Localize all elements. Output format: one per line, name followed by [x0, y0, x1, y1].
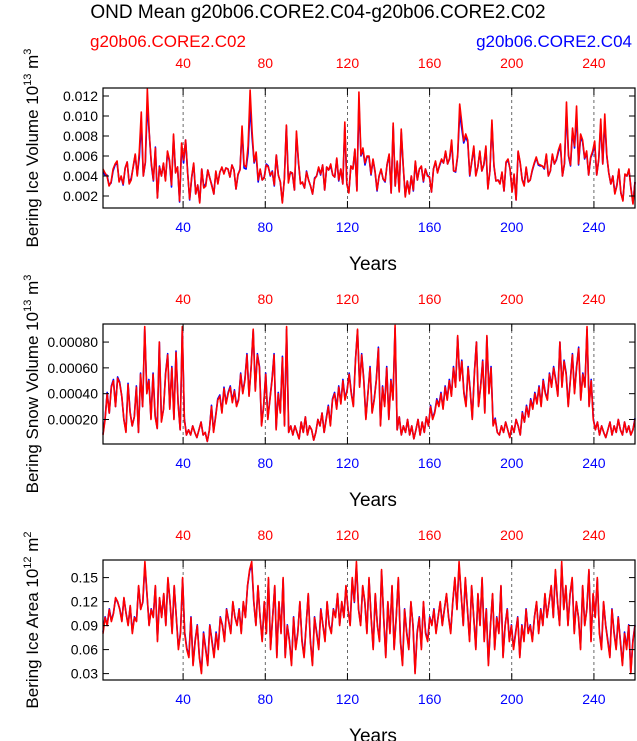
x-tick-label-bottom: 80 [257, 455, 273, 471]
series-line-g20b06-core2-c02 [102, 88, 636, 205]
x-tick-label-top: 200 [500, 291, 524, 307]
x-axis-label: Years [349, 490, 397, 511]
x-tick-label-top: 40 [175, 527, 191, 543]
y-axis-label-part: m [23, 281, 42, 300]
x-tick-label-bottom: 80 [257, 691, 273, 707]
y-axis-label: Bering Snow Volume 1013 m3 [22, 275, 42, 494]
y-axis-label-exponent: 3 [22, 275, 34, 281]
x-tick-label-top: 160 [418, 527, 442, 543]
y-tick-label: 0.00060 [47, 360, 98, 376]
x-tick-label-top: 160 [418, 291, 442, 307]
y-tick-label: 0.00080 [47, 334, 98, 350]
x-tick-label-top: 120 [336, 55, 360, 71]
y-tick-label: 0.00040 [47, 386, 98, 402]
y-axis-label-exponent: 2 [22, 531, 34, 537]
y-tick-label: 0.002 [63, 188, 98, 204]
x-axis-label: Years [349, 726, 397, 741]
x-tick-label-top: 240 [582, 55, 606, 71]
chart-panels: 0.002 0.004 0.006 0.008 0.010 0.012 40 40 80 80 12… [22, 49, 636, 741]
x-tick-label-top: 40 [175, 55, 191, 71]
x-axis-label: Years [349, 254, 397, 275]
x-tick-label-bottom: 120 [336, 691, 360, 707]
panel-1: 0.002 0.004 0.006 0.008 0.010 0.012 40 40 80 80 12… [22, 49, 636, 275]
x-tick-label-top: 160 [418, 55, 442, 71]
y-axis-label-exponent: 3 [22, 49, 34, 55]
x-tick-label-bottom: 120 [336, 219, 360, 235]
x-tick-label-bottom: 120 [336, 455, 360, 471]
plot-frame [102, 87, 636, 209]
y-axis-label-exponent: 12 [22, 556, 34, 568]
x-tick-label-bottom: 200 [500, 219, 524, 235]
y-tick-label: 0.006 [63, 148, 98, 164]
y-tick-label: 0.06 [71, 642, 98, 658]
figure-title: OND Mean g20b06.CORE2.C04-g20b06.CORE2.C… [90, 2, 545, 23]
x-tick-label-top: 200 [500, 55, 524, 71]
y-tick-label: 0.15 [71, 570, 98, 586]
x-tick-label-top: 240 [582, 291, 606, 307]
x-tick-label-bottom: 40 [175, 455, 191, 471]
x-tick-label-bottom: 40 [175, 691, 191, 707]
y-tick-label: 0.12 [71, 594, 98, 610]
y-axis-label: Bering Ice Volume 1013 m3 [22, 49, 42, 248]
legend-c04: g20b06.CORE2.C04 [476, 32, 632, 51]
y-tick-label: 0.004 [63, 168, 98, 184]
y-tick-label: 0.00020 [47, 411, 98, 427]
panel-2: 0.00020 0.00040 0.00060 0.00080 40 40 80 80 120 1… [22, 275, 636, 511]
y-axis-label-exponent: 13 [22, 300, 34, 312]
y-axis-label-part: Bering Ice Area 10 [23, 569, 42, 709]
x-tick-label-top: 40 [175, 291, 191, 307]
x-tick-label-top: 120 [336, 527, 360, 543]
panel-3: 0.03 0.06 0.09 0.12 0.15 40 40 80 80 120 120 160 160… [22, 527, 636, 741]
x-tick-label-bottom: 40 [175, 219, 191, 235]
x-tick-label-top: 80 [257, 527, 273, 543]
y-axis-label-part: Bering Snow Volume 10 [23, 312, 42, 493]
x-tick-label-top: 120 [336, 291, 360, 307]
series-line-g20b06-core2-c02 [102, 324, 636, 443]
x-tick-label-top: 80 [257, 55, 273, 71]
x-tick-label-bottom: 240 [582, 219, 606, 235]
series-line-g20b06-core2-c02 [102, 560, 636, 675]
x-tick-label-bottom: 80 [257, 219, 273, 235]
x-tick-label-bottom: 200 [500, 455, 524, 471]
x-tick-label-bottom: 240 [582, 691, 606, 707]
x-tick-label-bottom: 200 [500, 691, 524, 707]
x-tick-label-bottom: 160 [418, 691, 442, 707]
y-tick-label: 0.012 [63, 88, 98, 104]
y-axis-label-part: m [23, 538, 42, 557]
x-tick-label-top: 240 [582, 527, 606, 543]
y-tick-label: 0.03 [71, 666, 98, 682]
y-tick-label: 0.008 [63, 128, 98, 144]
x-tick-label-bottom: 160 [418, 219, 442, 235]
y-axis-label-part: m [23, 55, 42, 74]
legend-c02: g20b06.CORE2.C02 [90, 32, 246, 51]
y-tick-label: 0.010 [63, 108, 98, 124]
x-tick-label-bottom: 160 [418, 455, 442, 471]
y-axis-label-part: Bering Ice Volume 10 [23, 86, 42, 248]
y-axis-label: Bering Ice Area 1012 m2 [22, 531, 42, 708]
plot-frame [102, 323, 636, 445]
x-tick-label-top: 80 [257, 291, 273, 307]
x-tick-label-bottom: 240 [582, 455, 606, 471]
y-axis-label-exponent: 13 [22, 74, 34, 86]
x-tick-label-top: 200 [500, 527, 524, 543]
plot-frame [102, 559, 636, 681]
y-tick-label: 0.09 [71, 618, 98, 634]
